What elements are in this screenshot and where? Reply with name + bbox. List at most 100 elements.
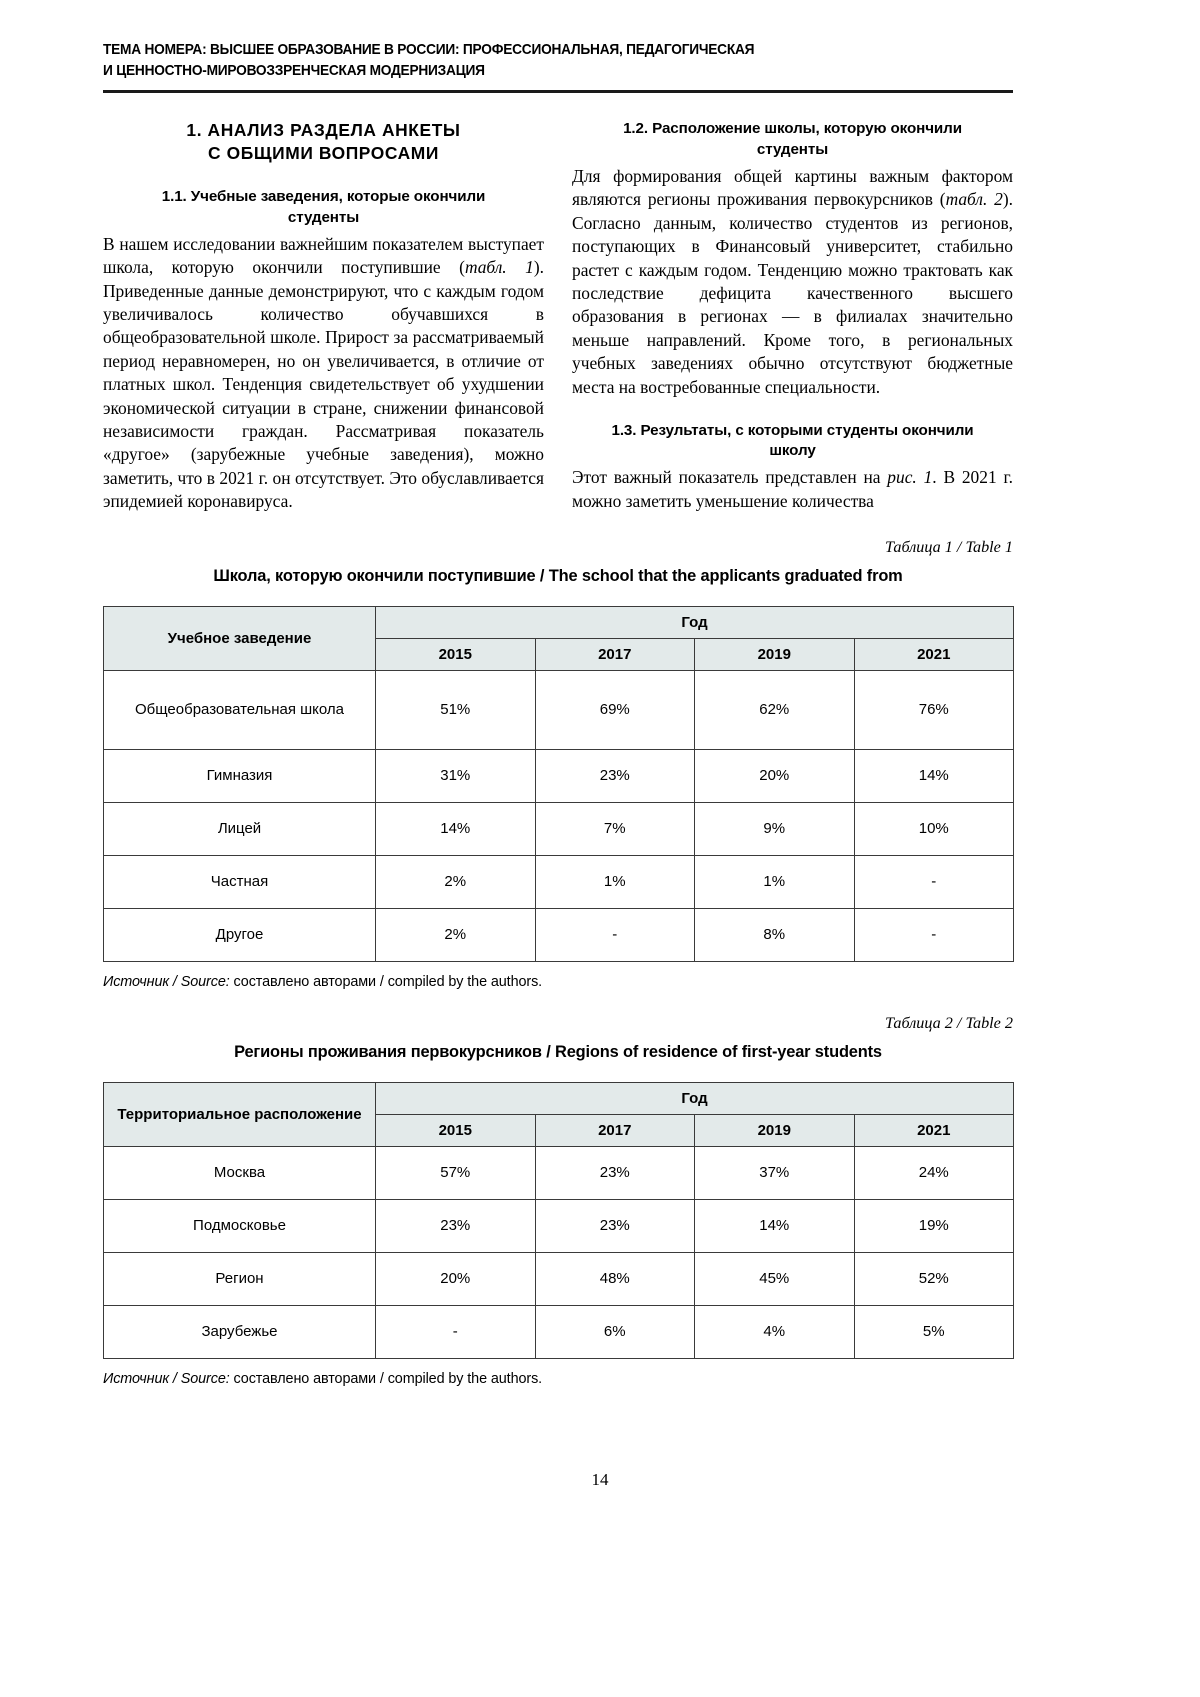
table-1-row-2-col-2: 9%: [695, 802, 855, 855]
table-1-row-2-col-3: 10%: [854, 802, 1014, 855]
table-2-row-2-col-1: 48%: [535, 1252, 695, 1305]
paragraph-1-2-post: ). Согласно данным, количество студентов…: [572, 189, 1013, 396]
paragraph-1-1-post: ). Приведенные данные демонстрируют, что…: [103, 257, 544, 511]
subsection-1-3-line-2: школу: [769, 442, 815, 459]
subsection-title-1-3: 1.3. Результаты, с которыми студенты око…: [572, 421, 1013, 461]
paragraph-1-3: Этот важный показатель представлен на ри…: [572, 466, 1013, 513]
table-2-source-text: составлено авторами / compiled by the au…: [230, 1371, 542, 1387]
table-1-row-3-col-2: 1%: [695, 855, 855, 908]
subsection-1-2-line-2: студенты: [757, 141, 828, 158]
table-2-row-0-col-1: 23%: [535, 1146, 695, 1199]
table-1-row-4-col-1: -: [535, 908, 695, 961]
running-head: ТЕМА НОМЕРА: ВЫСШЕЕ ОБРАЗОВАНИЕ В РОССИИ…: [103, 40, 1010, 81]
header-divider: [103, 90, 1013, 93]
body-columns: 1. АНАЛИЗ РАЗДЕЛА АНКЕТЫ С ОБЩИМИ ВОПРОС…: [103, 119, 1013, 513]
table-2-block: Таблица 2 / Table 2 Регионы проживания п…: [103, 1014, 1013, 1387]
table-1-row-4-col-2: 8%: [695, 908, 855, 961]
table-1-source: Источник / Source: составлено авторами /…: [103, 974, 1013, 990]
table-2-number: Таблица 2 / Table 2: [103, 1014, 1013, 1033]
table-2-row-0-col-2: 37%: [695, 1146, 855, 1199]
table-1-row-1-col-1: 23%: [535, 749, 695, 802]
table-row: Другое 2% - 8% -: [104, 908, 1014, 961]
table-row: Общеобразовательная школа 51% 69% 62% 76…: [104, 670, 1014, 749]
table-2-row-2-label: Регион: [104, 1252, 376, 1305]
paragraph-1-1-ref: табл. 1: [465, 257, 534, 277]
table-2-year-2019: 2019: [695, 1114, 855, 1146]
table-2: Территориальное расположение Год 2015 20…: [103, 1082, 1014, 1359]
table-1-row-1-col-0: 31%: [376, 749, 536, 802]
table-2-header-row-group: Территориальное расположение Год: [104, 1082, 1014, 1114]
table-1-row-1-col-2: 20%: [695, 749, 855, 802]
table-1-row-2-col-0: 14%: [376, 802, 536, 855]
table-2-row-3-col-2: 4%: [695, 1305, 855, 1358]
page-content: ТЕМА НОМЕРА: ВЫСШЕЕ ОБРАЗОВАНИЕ В РОССИИ…: [103, 40, 1013, 1387]
table-2-row-1-col-2: 14%: [695, 1199, 855, 1252]
paragraph-1-3-pre: Этот важный показатель представлен на: [572, 467, 887, 487]
table-2-row-1-col-3: 19%: [854, 1199, 1014, 1252]
table-row: Регион 20% 48% 45% 52%: [104, 1252, 1014, 1305]
table-1-head: Учебное заведение Год 2015 2017 2019 202…: [104, 606, 1014, 670]
table-1-source-lead: Источник / Source:: [103, 974, 230, 990]
table-2-row-2-col-3: 52%: [854, 1252, 1014, 1305]
right-column: 1.2. Расположение школы, которую окончил…: [572, 119, 1013, 513]
left-column: 1. АНАЛИЗ РАЗДЕЛА АНКЕТЫ С ОБЩИМИ ВОПРОС…: [103, 119, 544, 513]
table-2-row-3-col-1: 6%: [535, 1305, 695, 1358]
document-page: ТЕМА НОМЕРА: ВЫСШЕЕ ОБРАЗОВАНИЕ В РОССИИ…: [0, 0, 1200, 1697]
table-2-caption: Регионы проживания первокурсников / Regi…: [103, 1043, 1013, 1062]
table-row: Подмосковье 23% 23% 14% 19%: [104, 1199, 1014, 1252]
subsection-1-3-line-1: 1.3. Результаты, с которыми студенты око…: [611, 422, 973, 439]
table-1-block: Таблица 1 / Table 1 Школа, которую оконч…: [103, 538, 1013, 990]
table-2-row-1-label: Подмосковье: [104, 1199, 376, 1252]
table-row: Москва 57% 23% 37% 24%: [104, 1146, 1014, 1199]
table-2-head: Территориальное расположение Год 2015 20…: [104, 1082, 1014, 1146]
paragraph-1-1: В нашем исследовании важнейшим показател…: [103, 233, 544, 514]
table-row: Зарубежье - 6% 4% 5%: [104, 1305, 1014, 1358]
table-1-row-4-col-3: -: [854, 908, 1014, 961]
table-1-caption: Школа, которую окончили поступившие / Th…: [103, 567, 1013, 586]
table-2-row-3-label: Зарубежье: [104, 1305, 376, 1358]
subsection-1-1-line-2: студенты: [288, 209, 359, 226]
table-2-row-3-col-3: 5%: [854, 1305, 1014, 1358]
table-1-row-0-col-2: 62%: [695, 670, 855, 749]
table-2-row-0-col-0: 57%: [376, 1146, 536, 1199]
table-1-row-0-col-3: 76%: [854, 670, 1014, 749]
table-1-row-0-col-1: 69%: [535, 670, 695, 749]
table-2-source-lead: Источник / Source:: [103, 1371, 230, 1387]
table-2-row-1-col-1: 23%: [535, 1199, 695, 1252]
paragraph-1-2-ref: табл. 2: [946, 189, 1003, 209]
running-head-line-2: И ЦЕННОСТНО-МИРОВОЗЗРЕНЧЕСКАЯ МОДЕРНИЗАЦ…: [103, 61, 1010, 82]
table-1-year-2015: 2015: [376, 638, 536, 670]
table-2-source: Источник / Source: составлено авторами /…: [103, 1371, 1013, 1387]
table-1-year-2019: 2019: [695, 638, 855, 670]
table-1-row-3-col-0: 2%: [376, 855, 536, 908]
table-1-row-2-label: Лицей: [104, 802, 376, 855]
table-1-row-3-label: Частная: [104, 855, 376, 908]
table-1-row-3-col-3: -: [854, 855, 1014, 908]
table-1: Учебное заведение Год 2015 2017 2019 202…: [103, 606, 1014, 962]
table-1-number: Таблица 1 / Table 1: [103, 538, 1013, 557]
table-1-row-3-col-1: 1%: [535, 855, 695, 908]
table-2-row-header: Территориальное расположение: [104, 1082, 376, 1146]
table-row: Частная 2% 1% 1% -: [104, 855, 1014, 908]
table-1-row-0-label: Общеобразовательная школа: [104, 670, 376, 749]
table-1-row-2-col-1: 7%: [535, 802, 695, 855]
table-1-row-4-label: Другое: [104, 908, 376, 961]
table-1-row-1-col-3: 14%: [854, 749, 1014, 802]
table-1-group-header: Год: [376, 606, 1014, 638]
table-2-year-2021: 2021: [854, 1114, 1014, 1146]
table-row: Лицей 14% 7% 9% 10%: [104, 802, 1014, 855]
table-1-body: Общеобразовательная школа 51% 69% 62% 76…: [104, 670, 1014, 961]
table-2-year-2017: 2017: [535, 1114, 695, 1146]
table-2-row-0-label: Москва: [104, 1146, 376, 1199]
paragraph-1-2: Для формирования общей картины важным фа…: [572, 165, 1013, 399]
running-head-line-1: ТЕМА НОМЕРА: ВЫСШЕЕ ОБРАЗОВАНИЕ В РОССИИ…: [103, 40, 1010, 61]
table-2-body: Москва 57% 23% 37% 24% Подмосковье 23% 2…: [104, 1146, 1014, 1358]
paragraph-1-3-ref: рис. 1: [887, 467, 932, 487]
table-2-row-3-col-0: -: [376, 1305, 536, 1358]
section-title-line-2: С ОБЩИМИ ВОПРОСАМИ: [208, 143, 439, 163]
table-2-row-0-col-3: 24%: [854, 1146, 1014, 1199]
page-number: 14: [0, 1470, 1200, 1490]
table-1-row-4-col-0: 2%: [376, 908, 536, 961]
table-1-row-0-col-0: 51%: [376, 670, 536, 749]
table-1-row-header: Учебное заведение: [104, 606, 376, 670]
